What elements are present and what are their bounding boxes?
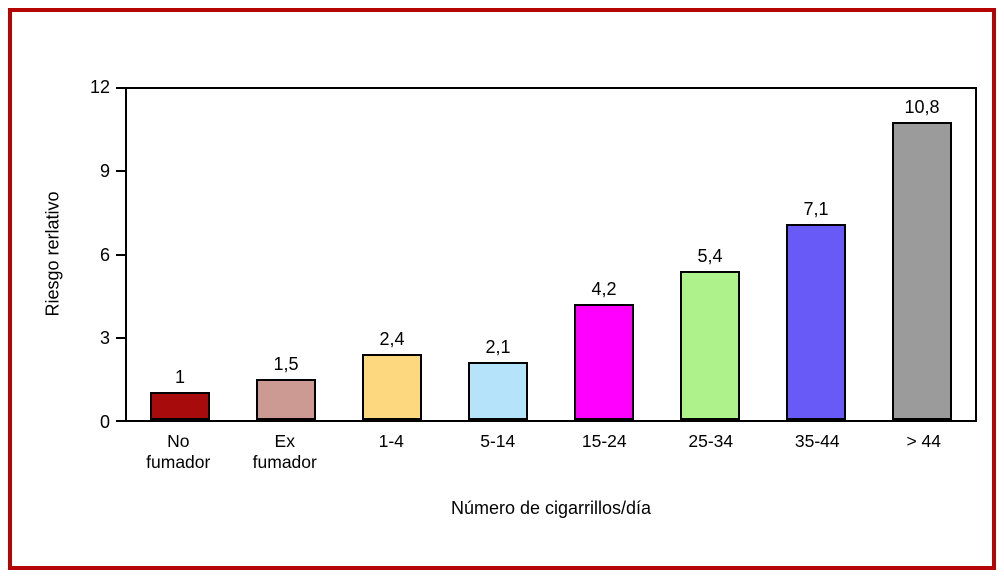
x-tick-label: No fumador bbox=[146, 431, 211, 472]
y-tick-label: 3 bbox=[99, 328, 110, 349]
bar-value-label: 10,8 bbox=[904, 97, 940, 118]
y-tick-mark bbox=[116, 253, 125, 256]
bars-row: 1 1,5 2,4 2,1 4,2 5,4 7,1 10,8 bbox=[127, 89, 975, 420]
bar-value-label: 7,1 bbox=[803, 199, 829, 220]
bar-column: 10,8 bbox=[869, 89, 975, 420]
bar-column: 2,1 bbox=[445, 89, 551, 420]
bar-column: 1,5 bbox=[233, 89, 339, 420]
y-axis-title: Riesgo rerlativo bbox=[42, 191, 63, 317]
bar-value-label: 2,4 bbox=[379, 328, 405, 349]
bar-value-label: 4,2 bbox=[591, 279, 617, 300]
bar bbox=[786, 224, 846, 420]
x-tick-label: 1-4 bbox=[378, 431, 404, 451]
y-tick-label: 9 bbox=[99, 160, 110, 181]
x-tick-label: 35-44 bbox=[794, 431, 840, 451]
y-axis: 0 3 6 9 12 bbox=[70, 78, 125, 431]
y-tick-mark bbox=[116, 169, 125, 172]
bar-column: 7,1 bbox=[763, 89, 869, 420]
x-tick-label: 5-14 bbox=[480, 431, 516, 451]
bar-column: 2,4 bbox=[339, 89, 445, 420]
x-tick-label: Ex fumador bbox=[252, 431, 317, 472]
bar bbox=[892, 122, 952, 420]
bar-value-label: 5,4 bbox=[697, 246, 723, 267]
x-tick-label: > 44 bbox=[906, 431, 942, 451]
plot-area: 1 1,5 2,4 2,1 4,2 5,4 7,1 10,8 bbox=[125, 87, 977, 422]
bar-column: 1 bbox=[127, 89, 233, 420]
bar bbox=[256, 378, 316, 420]
bar bbox=[362, 353, 422, 420]
x-axis-tick-labels: No fumador Ex fumador 1-4 5-14 15-24 25-34 35-… bbox=[125, 431, 977, 473]
chart-frame-border: Riesgo rerlativo 0 3 6 9 12 1 1,5 2,4 2,1 4,2 5,4… bbox=[8, 8, 996, 570]
bar-column: 5,4 bbox=[657, 89, 763, 420]
bar-value-label: 1 bbox=[174, 367, 186, 388]
y-tick-label: 12 bbox=[89, 77, 110, 97]
y-tick-mark bbox=[116, 420, 125, 422]
y-tick-mark bbox=[116, 87, 125, 89]
bar-value-label: 1,5 bbox=[273, 353, 299, 374]
x-tick-label: 15-24 bbox=[581, 431, 627, 451]
bar bbox=[468, 362, 528, 420]
x-tick-label: 25-34 bbox=[688, 431, 734, 451]
bar bbox=[574, 304, 634, 420]
bar bbox=[680, 271, 740, 420]
bar-column: 4,2 bbox=[551, 89, 657, 420]
bar-value-label: 2,1 bbox=[485, 337, 511, 358]
y-tick-mark bbox=[116, 337, 125, 340]
x-axis-title: Número de cigarrillos/día bbox=[450, 498, 652, 518]
y-tick-label: 6 bbox=[99, 244, 110, 265]
y-tick-label: 0 bbox=[99, 412, 110, 432]
bar bbox=[150, 392, 210, 420]
